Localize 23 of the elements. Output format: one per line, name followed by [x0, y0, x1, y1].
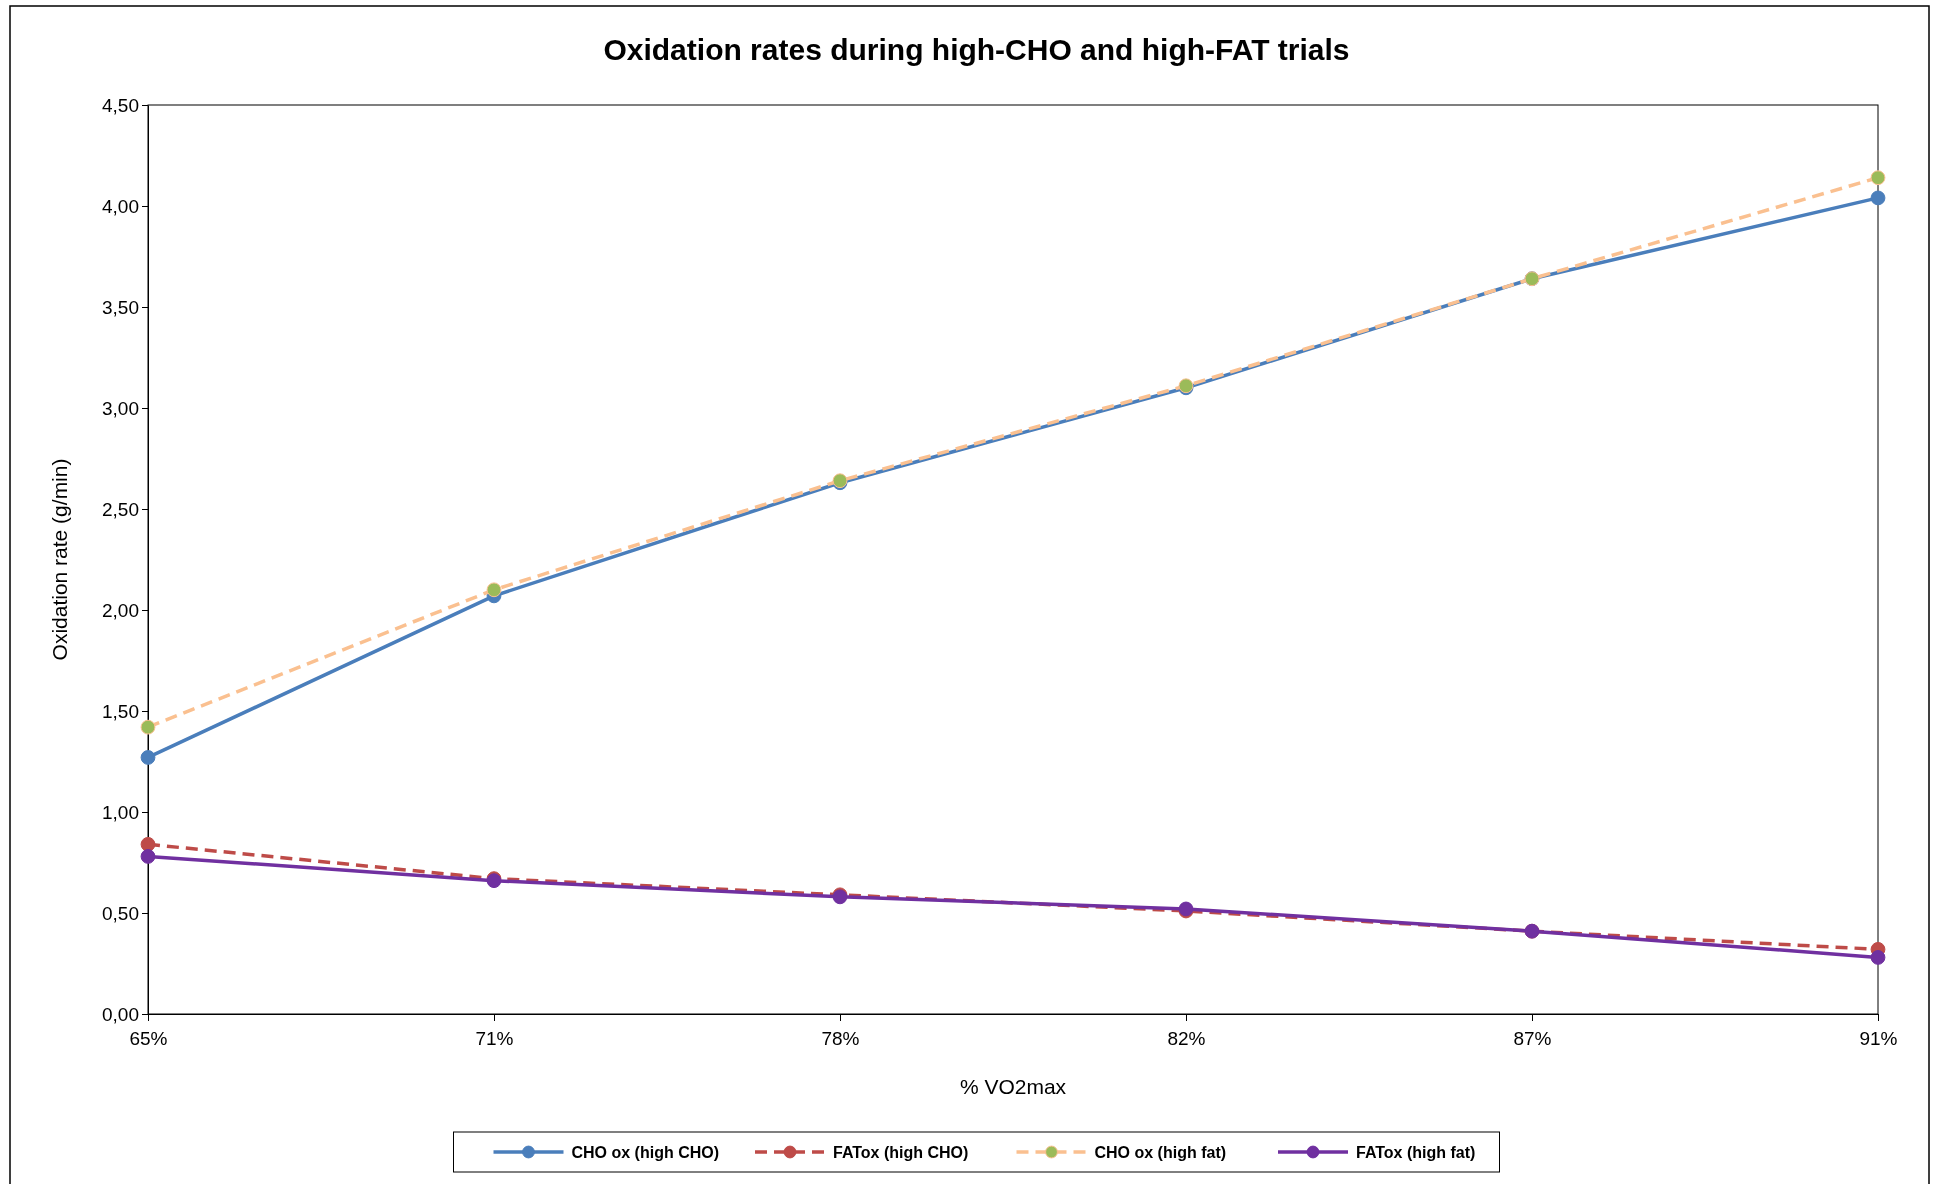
legend-label: FATox (high fat)	[1356, 1144, 1476, 1161]
x-tick-label: 87%	[1513, 1027, 1552, 1049]
x-tick-label: 82%	[1167, 1027, 1206, 1049]
y-tick-label: 1,00	[102, 801, 139, 823]
y-tick-label: 0,00	[102, 1003, 139, 1025]
y-tick-label: 4,00	[102, 195, 139, 217]
x-tick-label: 78%	[821, 1027, 860, 1049]
y-tick-label: 0,50	[102, 902, 139, 924]
chart-title: Oxidation rates during high-CHO and high-FAT trials	[603, 33, 1350, 66]
y-tick-label: 2,50	[102, 498, 139, 520]
y-tick-label: 3,00	[102, 397, 139, 419]
y-tick-label: 3,50	[102, 296, 139, 318]
x-tick-label: 71%	[475, 1027, 514, 1049]
y-tick-label: 1,50	[102, 700, 139, 722]
y-tick-label: 2,00	[102, 599, 139, 621]
x-axis-title: % VO2max	[959, 1075, 1067, 1098]
x-tick-label: 91%	[1859, 1027, 1898, 1049]
legend-label: CHO ox (high CHO)	[571, 1144, 720, 1161]
y-tick-label: 4,50	[102, 94, 139, 116]
x-tick-label: 65%	[129, 1027, 168, 1049]
legend-label: FATox (high CHO)	[833, 1144, 969, 1161]
y-axis-title: Oxidation rate (g/min)	[48, 458, 71, 661]
legend-label: CHO ox (high fat)	[1094, 1144, 1227, 1161]
